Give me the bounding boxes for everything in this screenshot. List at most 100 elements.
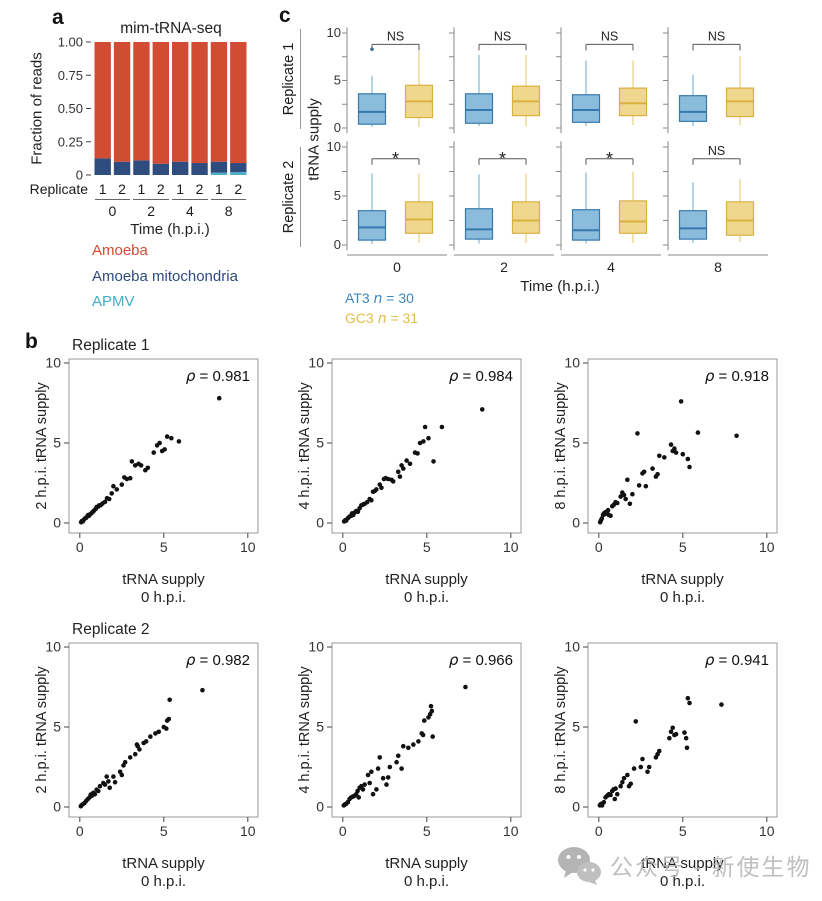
bar-segment-Amoeba (172, 42, 189, 162)
significance-label: NS (387, 29, 404, 43)
x-tick-label: 5 (160, 823, 168, 839)
bar-column (152, 42, 169, 175)
bar-segment-Amoeba mitochondria (113, 161, 131, 175)
scatter-plot-rep1-4hpi: 0 5 10 0 5 10 4 h.p.i. tRNA supply ρ = 0.984 … (283, 347, 527, 606)
panel-c-x-axis-label: Time (h.p.i.) (520, 278, 600, 295)
y-tick-label: 5 (572, 719, 580, 735)
watermark-text: 公众号 - 新使生物 (610, 848, 811, 882)
y-tick-label: 0.75 (58, 68, 83, 83)
y-tick-label: 0 (572, 799, 580, 815)
rho-symbol: ρ (704, 651, 715, 669)
x-axis-label-line2: 0 h.p.i. (659, 873, 706, 890)
box-GC3 (725, 55, 755, 126)
x-tick-label: 0 (595, 823, 603, 839)
box-GC3 (404, 173, 434, 244)
x-tick-label: 10 (240, 823, 256, 839)
box-AT3 (678, 74, 708, 127)
y-axis-label: 8 h.p.i. tRNA supply (553, 382, 569, 510)
significance-label: NS (708, 29, 725, 43)
x-tick-label: 5 (160, 539, 168, 555)
y-tick-label: 10 (564, 639, 580, 655)
y-tick-label: 5 (316, 719, 324, 735)
panel-a-replicate-row-label: Replicate (29, 181, 88, 197)
replicate-1-divider (300, 29, 301, 129)
y-axis-label: 8 h.p.i. tRNA supply (553, 666, 569, 794)
replicate-number: 1 (215, 181, 223, 197)
bar-segment-Amoeba (191, 42, 208, 164)
box-AT3 (678, 182, 708, 244)
rho-value: 0.981 (212, 368, 250, 385)
scatter-plot-rep2-2hpi: 0 5 10 0 5 10 2 h.p.i. tRNA supply ρ = 0.982 … (20, 631, 264, 890)
correlation-value: ρ = 0.941 (639, 651, 769, 669)
x-tick-label: 5 (679, 539, 687, 555)
scatter-points (341, 684, 468, 808)
scatter-plot-rep1-2hpi: 0 5 10 0 5 10 2 h.p.i. tRNA supply ρ = 0.981 … (20, 347, 264, 606)
significance-label: NS (601, 29, 618, 43)
x-tick-label: 0 (76, 823, 84, 839)
x-tick-label: 0 (339, 539, 347, 555)
rho-value: 0.966 (475, 652, 513, 669)
scatter-plot-rep2-8hpi: 0 5 10 0 5 10 8 h.p.i. tRNA supply ρ = 0.941 … (539, 631, 783, 890)
bar-column (172, 42, 189, 175)
watermark-text-right: 新使生物 (711, 854, 812, 880)
rho-value: 0.918 (731, 368, 769, 385)
y-tick-label: 5 (334, 188, 341, 203)
equals-sign: = (195, 368, 213, 385)
scatter-points (78, 395, 222, 525)
correlation-value: ρ = 0.981 (120, 367, 250, 385)
x-axis-label: tRNA supply 0 h.p.i. (332, 855, 521, 891)
bar-segment-Amoeba (113, 42, 131, 162)
y-tick-label: 10 (308, 639, 324, 655)
x-tick-label: 5 (679, 823, 687, 839)
box-GC3 (725, 179, 755, 243)
scatter-plot-rep2-4hpi: 0 5 10 0 5 10 4 h.p.i. tRNA supply ρ = 0.966 … (283, 631, 527, 890)
rho-value: 0.982 (212, 652, 250, 669)
bar-segment-Amoeba mitochondria (152, 163, 169, 175)
scatter-canvas: 0 5 10 0 5 10 (564, 355, 778, 555)
y-axis-label: 4 h.p.i. tRNA supply (297, 666, 313, 794)
bar-segment-Amoeba mitochondria (172, 161, 189, 175)
x-axis-label: tRNA supply 0 h.p.i. (588, 571, 777, 607)
wechat-icon (558, 847, 601, 885)
panel-b-replicate-1-title: Replicate 1 (72, 337, 150, 354)
y-axis-label: 2 h.p.i. tRNA supply (34, 666, 50, 794)
bar-segment-Amoeba mitochondria (133, 160, 150, 175)
box-GC3 (511, 173, 541, 244)
box-GC3 (511, 54, 541, 127)
legend-item-amoeba-mitochondria: Amoeba mitochondria (92, 267, 238, 285)
bar-column (230, 42, 247, 175)
x-tick-label: 0 (76, 539, 84, 555)
rho-symbol: ρ (185, 651, 196, 669)
x-axis-label: tRNA supply 0 h.p.i. (69, 571, 258, 607)
x-axis-label-line1: tRNA supply (385, 855, 468, 872)
correlation-value: ρ = 0.982 (120, 651, 250, 669)
x-tick-label: 5 (423, 823, 431, 839)
x-axis-label-line1: tRNA supply (641, 855, 724, 872)
group-underline (133, 199, 169, 200)
x-axis-label-line1: tRNA supply (385, 571, 468, 588)
equals-sign: = (458, 652, 476, 669)
bar-segment-APMV (210, 172, 228, 175)
y-tick-label: 0 (76, 168, 83, 183)
time-tick-label: 8 (714, 259, 722, 275)
bar-segment-Amoeba mitochondria (210, 161, 228, 173)
box-AT3 (571, 172, 601, 244)
y-tick-label: 10 (564, 355, 580, 371)
x-axis-label: tRNA supply 0 h.p.i. (69, 855, 258, 891)
significance-label: * (606, 149, 613, 169)
significance-label: NS (494, 29, 511, 43)
time-tick-label: 4 (607, 259, 615, 275)
scatter-canvas: 0 5 10 0 5 10 (45, 355, 259, 555)
significance-label: NS (708, 144, 725, 158)
rho-value: 0.941 (731, 652, 769, 669)
significance-label: * (499, 149, 506, 169)
y-tick-label: 0 (334, 237, 341, 252)
replicate-number: 1 (98, 181, 107, 197)
equals-sign: = (458, 368, 476, 385)
x-axis-label-line1: tRNA supply (122, 855, 205, 872)
x-axis-label-line2: 0 h.p.i. (659, 589, 706, 606)
x-tick-label: 10 (240, 539, 256, 555)
box-facet-rep2-t8: NS 8 (663, 141, 768, 275)
